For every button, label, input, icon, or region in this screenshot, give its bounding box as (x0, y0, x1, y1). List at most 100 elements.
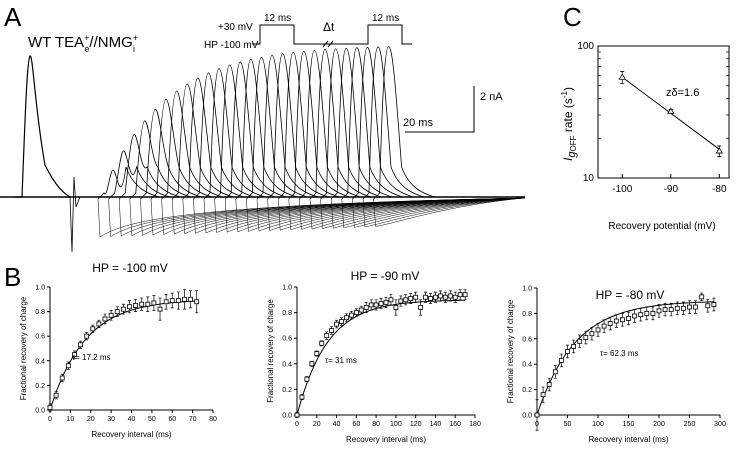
chart-title: HP = -90 mV (351, 269, 420, 283)
test-transient (309, 49, 372, 200)
data-point (638, 312, 644, 318)
off-tail (320, 197, 526, 229)
off-tail (288, 197, 526, 231)
data-point (169, 298, 175, 303)
data-point (157, 306, 163, 312)
data-point (699, 294, 705, 300)
data-point (139, 301, 145, 307)
data-point (607, 321, 613, 326)
test-transient (140, 108, 202, 200)
x-tick-label: 50 (564, 421, 572, 428)
data-point (329, 328, 335, 333)
y-axis-label: Fractional recovery of charge (19, 296, 28, 400)
test-transient (299, 49, 361, 200)
y-tick-label: 0.8 (522, 311, 532, 318)
data-point (423, 294, 428, 300)
data-point (309, 361, 315, 367)
scale-bar (405, 86, 475, 133)
y-axis-label: Fractional recovery of charge (266, 299, 275, 403)
test-transient (320, 48, 382, 200)
y-tick-label: 0.4 (522, 362, 532, 369)
data-point (668, 307, 674, 312)
data-point (413, 294, 419, 300)
data-point (299, 394, 305, 400)
data-point (418, 305, 424, 310)
x-tick-label: 180 (469, 421, 481, 428)
ylabel-end: ) (561, 87, 575, 91)
off-tail (309, 197, 526, 230)
data-point (324, 333, 330, 339)
data-point (339, 319, 344, 324)
data-point (656, 308, 662, 314)
protocol-break (322, 40, 334, 48)
data-point (552, 369, 558, 375)
y-tick-label: 1.0 (282, 285, 292, 292)
data-point (304, 376, 310, 382)
y-axis-label: Fractional recovery of charge (506, 299, 515, 403)
data-point (428, 296, 433, 301)
x-axis-label: Recovery interval (ms) (346, 435, 426, 444)
pulse2-label: 12 ms (372, 13, 399, 24)
chart-c-ylabel: IgOFF rate (s-1) (560, 87, 578, 161)
x-axis-label: Recovery interval (ms) (588, 435, 668, 444)
y-tick-label: 0.6 (35, 334, 45, 341)
ylabel-rest: rate (s (561, 98, 575, 135)
x-tick-label: 80 (209, 416, 217, 423)
x-tick-label: 40 (333, 421, 341, 428)
x-tick-label: 200 (653, 421, 665, 428)
data-point (650, 310, 656, 316)
chart-c-xlabel: Recovery potential (mV) (608, 221, 715, 232)
y-tick-label: 1.0 (522, 286, 532, 293)
x-tick-label: -100 (612, 184, 632, 195)
voltage-protocol: +30 mV HP -100 mV 12 ms Δt 12 ms (204, 13, 412, 51)
condition-main: WT TEA (28, 34, 84, 51)
data-point (687, 304, 692, 310)
off-tail (330, 197, 526, 229)
condition-mid: //NMG (89, 34, 132, 51)
x-tick-label: 300 (714, 421, 726, 428)
data-point (681, 305, 686, 311)
test-transient (108, 150, 170, 200)
data-point (398, 298, 404, 304)
data-point (319, 340, 325, 346)
chart-c: 10 100 -100 -90 -80 (577, 41, 730, 195)
ylabel-sup: -1 (560, 90, 569, 98)
data-point (151, 300, 157, 306)
data-point (577, 338, 583, 344)
data-point (559, 357, 564, 363)
data-point (534, 412, 540, 418)
x-tick-label: -80 (712, 184, 727, 195)
y-tick-label: 0.2 (35, 383, 45, 390)
y-tick-label: 0.8 (282, 310, 292, 317)
data-point (182, 296, 187, 302)
x-tick-label: 20 (313, 421, 321, 428)
y-tick-label: 0.4 (282, 361, 292, 368)
panel-a: A WT TEA+ e//NMG+ i +30 mV HP -100 mV 12 m… (0, 2, 526, 253)
data-point (358, 307, 364, 313)
data-point (78, 342, 83, 348)
data-point (626, 316, 631, 321)
ylabel-sub: OFF (569, 135, 578, 151)
y-tick-label: 10 (583, 173, 595, 184)
x-tick-label: 50 (148, 416, 156, 423)
x-tick-label: 20 (87, 416, 95, 423)
test-transient (171, 83, 234, 200)
panel-c: C 10 100 -100 -90 -80 zδ=1.6 Recovery potent… (560, 2, 730, 232)
data-point (114, 309, 120, 315)
interval-label: Δt (323, 20, 335, 34)
data-point (711, 302, 717, 307)
x-tick-label: 70 (189, 416, 197, 423)
data-point (565, 349, 570, 354)
panel-a-letter: A (4, 2, 22, 32)
x-axis-label: Recovery interval (ms) (91, 430, 171, 439)
x-tick-label: 40 (128, 416, 136, 423)
ylabel-g: g (566, 151, 578, 158)
data-point (188, 296, 193, 302)
panel-c-letter: C (563, 2, 582, 32)
data-point (447, 293, 453, 299)
data-point (437, 293, 443, 299)
off-tail (299, 197, 526, 230)
x-tick-label: 100 (390, 421, 402, 428)
x-tick-label: 0 (295, 421, 299, 428)
data-point (589, 331, 595, 337)
